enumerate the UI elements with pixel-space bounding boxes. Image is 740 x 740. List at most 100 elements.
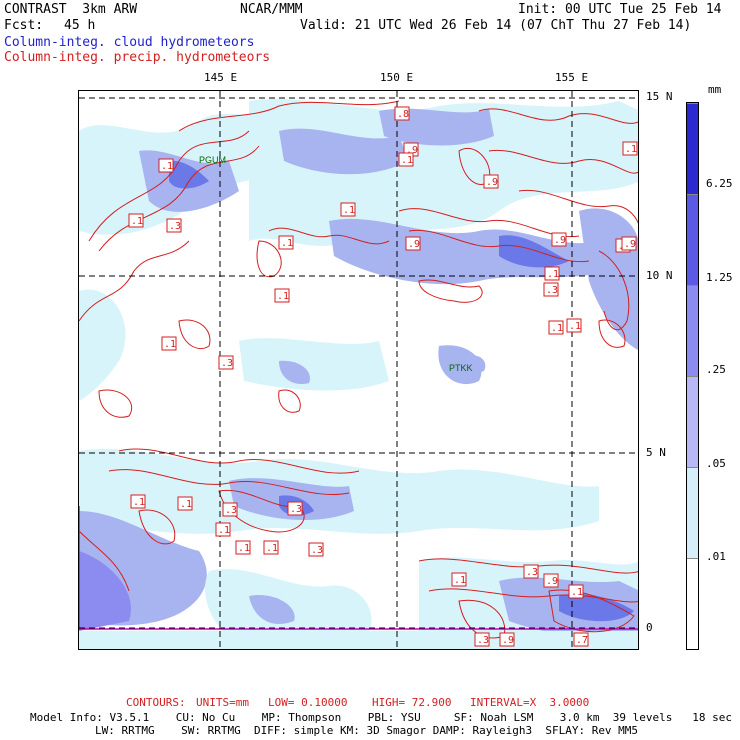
colorbar-segment	[687, 285, 698, 376]
cloud-field-label: Column-integ. cloud hydrometeors	[4, 35, 255, 50]
lon-label-145: 145 E	[204, 71, 238, 84]
svg-text:.1: .1	[164, 339, 176, 350]
contour-label: .9	[621, 236, 637, 251]
contour-labels: .1.1.3.1.1.1.8.9.1.9.1.9.1.3.9.1.1.9.1.3…	[128, 106, 638, 647]
station-pgum: PGUM	[199, 155, 226, 165]
svg-text:.1: .1	[454, 575, 466, 586]
svg-text:.1: .1	[281, 238, 293, 249]
svg-text:.9: .9	[502, 635, 514, 646]
svg-text:.3: .3	[311, 545, 323, 556]
contour-label: .9	[543, 573, 559, 588]
colorbar-tick-0-01: .01	[706, 550, 726, 563]
contour-label: .1	[263, 540, 279, 555]
station-markers: PGUM PTKK	[199, 155, 473, 373]
svg-text:.1: .1	[569, 321, 581, 332]
contour-label: .1	[451, 572, 467, 587]
domain-boundary	[79, 506, 638, 630]
contour-label: .3	[523, 564, 539, 579]
lat-label-0: 0	[646, 621, 653, 634]
svg-text:.1: .1	[551, 323, 563, 334]
contour-label: .3	[308, 542, 324, 557]
contour-label: .1	[340, 202, 356, 217]
svg-text:.3: .3	[221, 358, 233, 369]
lat-label-10n: 10 N	[646, 269, 673, 282]
contour-label: .1	[177, 496, 193, 511]
svg-text:.8: .8	[397, 109, 409, 120]
contour-label: .1	[161, 336, 177, 351]
svg-text:.3: .3	[225, 505, 237, 516]
svg-text:.3: .3	[526, 567, 538, 578]
map-panel[interactable]: PGUM PTKK .1.1.3.1.1.1.8.9.1.9.1.9.1.3.9…	[78, 90, 639, 650]
colorbar-tick-0-05: .05	[706, 457, 726, 470]
svg-text:.9: .9	[624, 239, 636, 250]
contour-label: .7	[573, 632, 589, 647]
contour-label: .9	[483, 174, 499, 189]
model-info-line-2: LW: RRTMG SW: RRTMG DIFF: simple KM: 3D …	[95, 724, 639, 737]
colorbar-segment	[687, 194, 698, 285]
svg-text:.1: .1	[180, 499, 192, 510]
org-label: NCAR/MMM	[240, 2, 303, 17]
contour-label: .3	[474, 632, 490, 647]
colorbar-tick-1-25: 1.25	[706, 271, 733, 284]
svg-text:.3: .3	[169, 221, 181, 232]
footer-interval: INTERVAL=X 3.0000	[470, 696, 590, 709]
colorbar-tick-0-25: .25	[706, 363, 726, 376]
svg-text:.7: .7	[576, 635, 588, 646]
svg-text:.9: .9	[546, 576, 558, 587]
contour-label: .3	[543, 282, 559, 297]
svg-text:.1: .1	[277, 291, 289, 302]
footer-low: LOW= 0.10000	[268, 696, 348, 709]
svg-text:.1: .1	[133, 497, 145, 508]
map-canvas: PGUM PTKK .1.1.3.1.1.1.8.9.1.9.1.9.1.3.9…	[79, 91, 638, 649]
contour-label: .3	[166, 218, 182, 233]
latlon-grid	[79, 91, 638, 649]
init-time: Init: 00 UTC Tue 25 Feb 14	[518, 2, 722, 17]
contour-label: .1	[544, 266, 560, 281]
contour-label: .9	[551, 232, 567, 247]
contour-label: .3	[222, 502, 238, 517]
contour-label: .8	[394, 106, 410, 121]
footer-units: UNITS=mm	[196, 696, 249, 709]
contour-label: .1	[398, 152, 414, 167]
contour-label: .1	[274, 288, 290, 303]
svg-text:.3: .3	[477, 635, 489, 646]
colorbar-segment	[687, 558, 698, 649]
fcst-value: 45 h	[64, 18, 96, 33]
precip-field-label: Column-integ. precip. hydrometeors	[4, 50, 271, 65]
model-title: CONTRAST 3km ARW	[4, 2, 138, 17]
colorbar-units: mm	[708, 83, 722, 96]
svg-text:.9: .9	[554, 235, 566, 246]
footer-high: HIGH= 72.900	[372, 696, 452, 709]
contour-label: .1	[128, 213, 144, 228]
valid-time: Valid: 21 UTC Wed 26 Feb 14 (07 ChT Thu …	[300, 18, 692, 33]
contour-label: .3	[287, 501, 303, 516]
lon-label-150: 150 E	[380, 71, 414, 84]
lat-label-5n: 5 N	[646, 446, 666, 459]
colorbar-segment	[687, 376, 698, 467]
contour-label: .1	[622, 141, 638, 156]
svg-text:.1: .1	[625, 144, 637, 155]
contour-label: .1	[548, 320, 564, 335]
contour-label: .1	[158, 158, 174, 173]
lon-label-155: 155 E	[555, 71, 589, 84]
contour-label: .1	[566, 318, 582, 333]
svg-text:.9: .9	[408, 239, 420, 250]
model-info-line-1: Model Info: V3.5.1 CU: No Cu MP: Thompso…	[30, 711, 732, 724]
contour-label: .3	[218, 355, 234, 370]
svg-text:.1: .1	[343, 205, 355, 216]
svg-text:.9: .9	[406, 145, 418, 156]
svg-text:.1: .1	[131, 216, 143, 227]
contour-label: .1	[215, 522, 231, 537]
svg-text:.1: .1	[161, 161, 173, 172]
colorbar-segment	[687, 103, 698, 194]
footer-contours-label: CONTOURS:	[126, 696, 186, 709]
svg-text:.9: .9	[486, 177, 498, 188]
svg-text:.1: .1	[401, 155, 413, 166]
contour-label: .1	[568, 584, 584, 599]
colorbar-segment	[687, 467, 698, 558]
svg-text:.1: .1	[571, 587, 583, 598]
contour-label: .9	[405, 236, 421, 251]
svg-text:.1: .1	[238, 543, 250, 554]
contour-label: .1	[278, 235, 294, 250]
colorbar-tick-6-25: 6.25	[706, 177, 733, 190]
